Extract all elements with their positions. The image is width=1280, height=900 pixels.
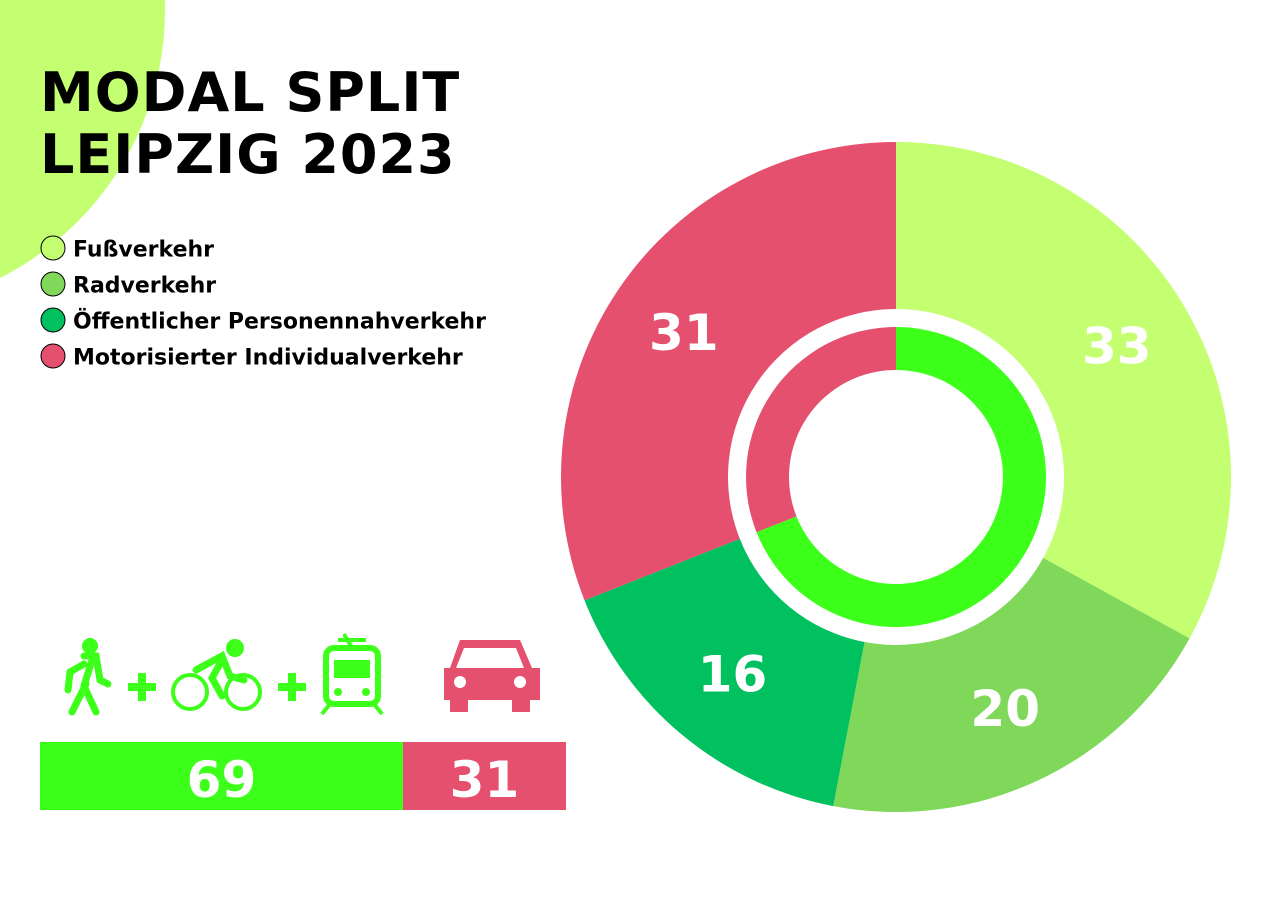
donut-segment: [833, 557, 1190, 812]
legend-label: Öffentlicher Personennahverkehr: [73, 309, 486, 335]
donut-segment: [756, 327, 1046, 627]
data-label: 16: [698, 646, 768, 704]
background-circle: [0, 0, 165, 278]
donut-segment: [745, 327, 896, 533]
donut-segment: [896, 142, 1231, 639]
data-label: 20: [970, 680, 1040, 738]
donut-segment: [561, 142, 896, 601]
legend-label: Motorisierter Individualverkehr: [73, 346, 463, 371]
bar-label: 69: [187, 751, 257, 809]
legend-swatch: [40, 271, 66, 297]
bar-label: 31: [450, 751, 520, 809]
data-label: 31: [649, 304, 719, 362]
legend-swatch: [40, 307, 66, 333]
donut-segment: [584, 538, 865, 807]
data-label: 33: [1082, 317, 1152, 375]
chart-title: MODAL SPLIT LEIPZIG 2023: [40, 61, 461, 186]
legend-swatch: [40, 235, 66, 261]
bar-segment: [402, 742, 566, 810]
sustainable-icons: [64, 633, 384, 716]
legend-swatch: [40, 343, 66, 369]
legend-label: Fußverkehr: [73, 238, 214, 263]
legend-label: Radverkehr: [73, 274, 216, 299]
car-icon: [444, 640, 540, 712]
bar-segment: [40, 742, 403, 810]
